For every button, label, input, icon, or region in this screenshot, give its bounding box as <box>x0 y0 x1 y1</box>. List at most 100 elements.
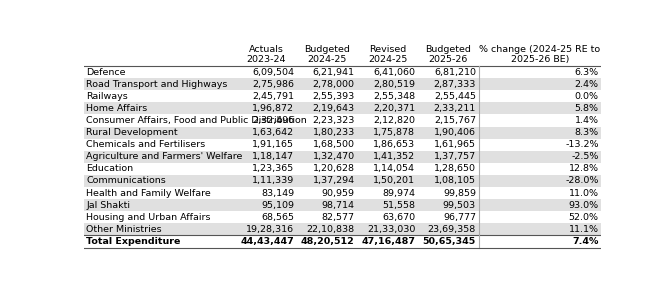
Text: 6,41,060: 6,41,060 <box>373 68 415 77</box>
Bar <box>84 127 601 139</box>
Text: 93.0%: 93.0% <box>568 201 599 210</box>
Text: 83,149: 83,149 <box>261 188 294 198</box>
Text: 1,23,365: 1,23,365 <box>252 164 294 173</box>
Bar <box>84 235 601 248</box>
Text: 1,20,628: 1,20,628 <box>313 164 355 173</box>
Text: 1,14,054: 1,14,054 <box>373 164 415 173</box>
Text: 21,33,030: 21,33,030 <box>367 225 415 234</box>
Text: 2,55,393: 2,55,393 <box>313 92 355 101</box>
Text: Railways: Railways <box>86 92 128 101</box>
Text: 1,18,147: 1,18,147 <box>253 152 294 161</box>
Text: Other Ministries: Other Ministries <box>86 225 162 234</box>
Text: 2,33,211: 2,33,211 <box>434 104 476 113</box>
Text: Jal Shakti: Jal Shakti <box>86 201 130 210</box>
Text: 2,75,986: 2,75,986 <box>253 80 294 89</box>
Text: 47,16,487: 47,16,487 <box>361 237 415 246</box>
Text: Budgeted
2025-26: Budgeted 2025-26 <box>426 45 471 64</box>
Text: 2,45,791: 2,45,791 <box>253 92 294 101</box>
Text: Chemicals and Fertilisers: Chemicals and Fertilisers <box>86 140 205 149</box>
Text: 2,78,000: 2,78,000 <box>313 80 355 89</box>
Text: 5.8%: 5.8% <box>574 104 599 113</box>
Text: 90,959: 90,959 <box>322 188 355 198</box>
Text: 96,777: 96,777 <box>443 213 476 222</box>
Text: 98,714: 98,714 <box>322 201 355 210</box>
Bar <box>84 66 601 78</box>
Text: 2,32,496: 2,32,496 <box>252 116 294 125</box>
Text: 50,65,345: 50,65,345 <box>423 237 476 246</box>
Bar <box>84 102 601 114</box>
Text: 1,61,965: 1,61,965 <box>434 140 476 149</box>
Text: Defence: Defence <box>86 68 126 77</box>
Text: Education: Education <box>86 164 133 173</box>
Text: 22,10,838: 22,10,838 <box>307 225 355 234</box>
Text: 2,55,348: 2,55,348 <box>373 92 415 101</box>
Text: 19,28,316: 19,28,316 <box>246 225 294 234</box>
Text: 99,859: 99,859 <box>443 188 476 198</box>
Text: 1,96,872: 1,96,872 <box>253 104 294 113</box>
Text: 11.0%: 11.0% <box>568 188 599 198</box>
Bar <box>84 163 601 175</box>
Bar <box>84 78 601 90</box>
Text: Communications: Communications <box>86 177 166 185</box>
Text: 2,12,820: 2,12,820 <box>373 116 415 125</box>
Text: 8.3%: 8.3% <box>574 128 599 137</box>
Text: -2.5%: -2.5% <box>571 152 599 161</box>
Text: 48,20,512: 48,20,512 <box>301 237 355 246</box>
Text: 2,15,767: 2,15,767 <box>434 116 476 125</box>
Text: 2,20,371: 2,20,371 <box>373 104 415 113</box>
Text: 1,91,165: 1,91,165 <box>253 140 294 149</box>
Text: 99,503: 99,503 <box>443 201 476 210</box>
Text: 1,08,105: 1,08,105 <box>434 177 476 185</box>
Text: 7.4%: 7.4% <box>572 237 599 246</box>
Bar <box>84 175 601 187</box>
Text: 68,565: 68,565 <box>261 213 294 222</box>
Text: 1,90,406: 1,90,406 <box>434 128 476 137</box>
Text: 44,43,447: 44,43,447 <box>240 237 294 246</box>
Text: 1,50,201: 1,50,201 <box>373 177 415 185</box>
Text: 11.1%: 11.1% <box>568 225 599 234</box>
Text: 1,63,642: 1,63,642 <box>252 128 294 137</box>
Text: 0.0%: 0.0% <box>574 92 599 101</box>
Text: 1,75,878: 1,75,878 <box>373 128 415 137</box>
Text: Health and Family Welfare: Health and Family Welfare <box>86 188 211 198</box>
Text: 51,558: 51,558 <box>382 201 415 210</box>
Text: 1,80,233: 1,80,233 <box>313 128 355 137</box>
Text: 1,68,500: 1,68,500 <box>313 140 355 149</box>
Text: 12.8%: 12.8% <box>568 164 599 173</box>
Text: -28.0%: -28.0% <box>565 177 599 185</box>
Bar <box>84 223 601 235</box>
Bar <box>84 211 601 223</box>
Text: 63,670: 63,670 <box>382 213 415 222</box>
Text: 2,80,519: 2,80,519 <box>373 80 415 89</box>
Text: Rural Development: Rural Development <box>86 128 178 137</box>
Text: 1,11,339: 1,11,339 <box>252 177 294 185</box>
Text: 2.4%: 2.4% <box>574 80 599 89</box>
Text: 2,87,333: 2,87,333 <box>434 80 476 89</box>
Text: 1,37,757: 1,37,757 <box>434 152 476 161</box>
Bar <box>84 151 601 163</box>
Text: 1,41,352: 1,41,352 <box>373 152 415 161</box>
Bar <box>84 43 601 66</box>
Text: Housing and Urban Affairs: Housing and Urban Affairs <box>86 213 210 222</box>
Text: 52.0%: 52.0% <box>568 213 599 222</box>
Text: Budgeted
2024-25: Budgeted 2024-25 <box>304 45 350 64</box>
Bar <box>84 114 601 127</box>
Bar <box>84 199 601 211</box>
Text: 1,32,470: 1,32,470 <box>313 152 355 161</box>
Text: 1,86,653: 1,86,653 <box>373 140 415 149</box>
Text: 1,37,294: 1,37,294 <box>313 177 355 185</box>
Text: Actuals
2023-24: Actuals 2023-24 <box>246 45 287 64</box>
Bar <box>84 90 601 102</box>
Text: Home Affairs: Home Affairs <box>86 104 148 113</box>
Text: 6,09,504: 6,09,504 <box>253 68 294 77</box>
Text: 2,55,445: 2,55,445 <box>434 92 476 101</box>
Text: % change (2024-25 RE to
2025-26 BE): % change (2024-25 RE to 2025-26 BE) <box>480 45 601 64</box>
Text: 2,19,643: 2,19,643 <box>313 104 355 113</box>
Text: Revised
2024-25: Revised 2024-25 <box>368 45 407 64</box>
Text: -13.2%: -13.2% <box>565 140 599 149</box>
Text: Agriculture and Farmers' Welfare: Agriculture and Farmers' Welfare <box>86 152 242 161</box>
Text: 1,28,650: 1,28,650 <box>434 164 476 173</box>
Text: 95,109: 95,109 <box>261 201 294 210</box>
Bar <box>84 187 601 199</box>
Text: 2,23,323: 2,23,323 <box>313 116 355 125</box>
